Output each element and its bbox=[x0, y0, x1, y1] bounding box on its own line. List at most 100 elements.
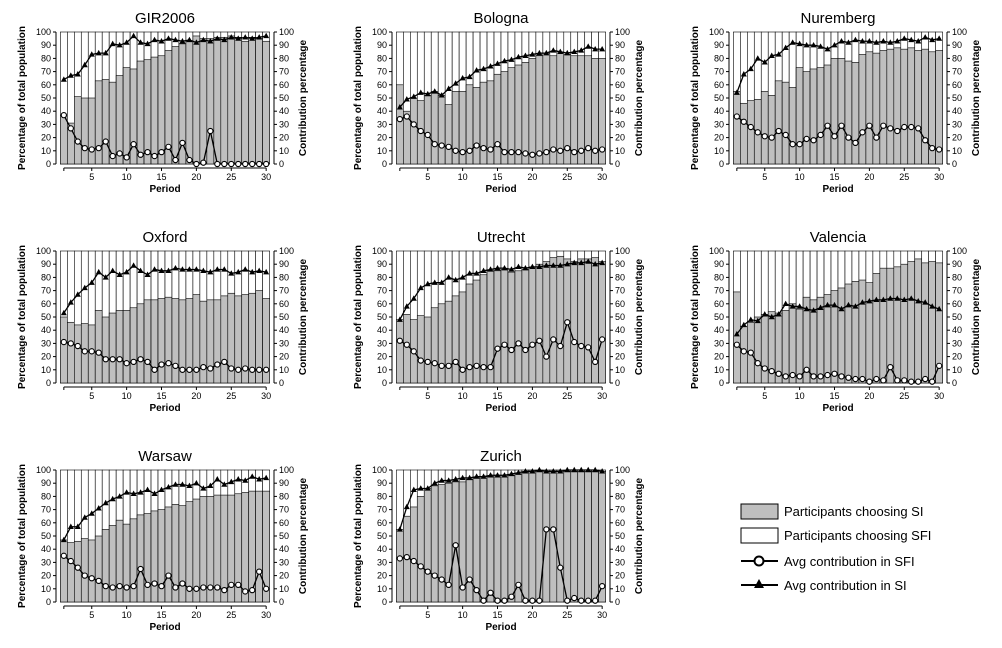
sfi-contribution-point bbox=[403, 553, 410, 561]
si-bar bbox=[542, 471, 551, 603]
y-tick-label-left: 60 bbox=[714, 80, 724, 90]
si-bar bbox=[584, 258, 592, 384]
si-contribution-point bbox=[775, 51, 782, 57]
si-bar bbox=[570, 471, 579, 603]
sfi-contribution-point bbox=[936, 362, 943, 369]
si-contribution-point bbox=[445, 274, 452, 280]
si-contribution-point bbox=[592, 261, 599, 267]
x-axis-label: Period bbox=[149, 184, 180, 195]
y-tick-label-left: 20 bbox=[377, 571, 387, 581]
si-bar bbox=[74, 324, 82, 384]
sfi-contribution-point bbox=[522, 597, 529, 604]
si-bar bbox=[844, 60, 853, 165]
si-bar bbox=[858, 54, 867, 165]
sfi-contribution-point bbox=[235, 581, 242, 588]
si-contribution-point bbox=[235, 268, 242, 275]
sfi-contribution-point bbox=[235, 366, 242, 373]
si-bar bbox=[549, 257, 558, 384]
y-tick-label-left: 40 bbox=[377, 325, 387, 335]
si-bar bbox=[563, 471, 572, 603]
y-tick-label-left: 60 bbox=[714, 299, 724, 309]
sfi-contribution-point bbox=[452, 542, 459, 549]
si-bar bbox=[500, 269, 509, 384]
x-tick-label: 20 bbox=[864, 391, 874, 401]
si-bar bbox=[430, 91, 439, 165]
sfi-contribution-point bbox=[466, 364, 473, 371]
si-contribution-point bbox=[803, 42, 810, 48]
y-tick-label-right: 90 bbox=[279, 259, 289, 269]
si-contribution-point bbox=[123, 268, 130, 275]
y-tick-label-left: 20 bbox=[377, 133, 387, 143]
si-contribution-point bbox=[95, 505, 102, 511]
y-tick-label-right: 60 bbox=[279, 80, 289, 90]
y-tick-label-right: 40 bbox=[952, 106, 962, 116]
sfi-contribution-point bbox=[585, 597, 592, 604]
si-bar bbox=[733, 91, 741, 165]
si-bar bbox=[199, 300, 208, 384]
legend: Participants choosing SI Participants ch… bbox=[740, 503, 931, 593]
sfi-contribution-point bbox=[186, 366, 193, 373]
si-bar bbox=[171, 46, 180, 165]
sfi-contribution-point bbox=[873, 375, 880, 383]
si-contribution-point bbox=[60, 536, 67, 543]
si-contribution-point bbox=[922, 34, 929, 40]
si-bar bbox=[556, 51, 565, 165]
sfi-contribution-point bbox=[424, 358, 431, 366]
si-contribution-point bbox=[74, 523, 81, 529]
y-axis-label-left: Percentage of total population bbox=[17, 245, 28, 389]
sfi-contribution-point bbox=[564, 145, 571, 152]
y-tick-label-left: 0 bbox=[719, 378, 724, 388]
y-tick-label-right: 90 bbox=[279, 478, 289, 488]
sfi-contribution-point bbox=[550, 336, 557, 343]
sfi-contribution-point bbox=[564, 319, 571, 326]
si-contribution-point bbox=[263, 32, 270, 39]
si-contribution-point bbox=[186, 36, 193, 43]
si-contribution-point bbox=[824, 301, 831, 308]
sfi-contribution-point bbox=[151, 580, 158, 587]
y-tick-label-left: 90 bbox=[41, 40, 51, 50]
si-contribution-point bbox=[452, 476, 459, 482]
y-tick-label-right: 10 bbox=[952, 365, 962, 375]
x-axis-label: Period bbox=[485, 184, 516, 195]
sfi-contribution-point bbox=[508, 346, 515, 354]
si-contribution-point bbox=[116, 271, 123, 277]
si-contribution-point bbox=[263, 474, 270, 481]
y-tick-label-right: 90 bbox=[952, 259, 962, 269]
si-contribution-point bbox=[137, 267, 144, 273]
x-tick-label: 25 bbox=[562, 172, 572, 182]
si-bar bbox=[472, 87, 481, 165]
si-bar bbox=[598, 471, 606, 603]
sfi-contribution-point bbox=[452, 147, 459, 154]
si-contribution-point bbox=[466, 474, 473, 481]
sfi-contribution-point bbox=[81, 145, 88, 152]
si-contribution-point bbox=[894, 295, 901, 301]
si-contribution-point bbox=[873, 39, 880, 45]
sfi-contribution-point bbox=[515, 148, 522, 156]
si-contribution-point bbox=[179, 266, 186, 272]
si-contribution-point bbox=[179, 38, 186, 44]
si-contribution-point bbox=[536, 466, 543, 473]
si-bar bbox=[935, 50, 943, 165]
sfi-contribution-point bbox=[754, 129, 761, 136]
si-bar bbox=[60, 316, 68, 384]
y-tick-label-left: 30 bbox=[714, 119, 724, 129]
si-bar bbox=[893, 266, 902, 384]
si-bar bbox=[528, 471, 537, 603]
si-contribution-point bbox=[403, 303, 410, 309]
sfi-contribution-point bbox=[109, 152, 116, 160]
sfi-contribution-point bbox=[733, 341, 740, 348]
sfi-contribution-point bbox=[116, 150, 123, 157]
si-bar bbox=[802, 71, 811, 165]
y-tick-label-right: 80 bbox=[279, 272, 289, 282]
sfi-contribution-point bbox=[102, 138, 109, 145]
si-contribution-point bbox=[158, 267, 165, 273]
si-contribution-point bbox=[599, 468, 606, 474]
y-tick-label-right: 30 bbox=[615, 338, 625, 348]
sfi-contribution-point bbox=[803, 135, 810, 143]
si-contribution-point bbox=[536, 49, 543, 56]
si-bar bbox=[241, 40, 250, 165]
sfi-contribution-point bbox=[550, 146, 557, 153]
y-tick-label-left: 30 bbox=[377, 557, 387, 567]
sfi-contribution-point bbox=[599, 146, 606, 153]
si-contribution-point bbox=[109, 267, 116, 273]
